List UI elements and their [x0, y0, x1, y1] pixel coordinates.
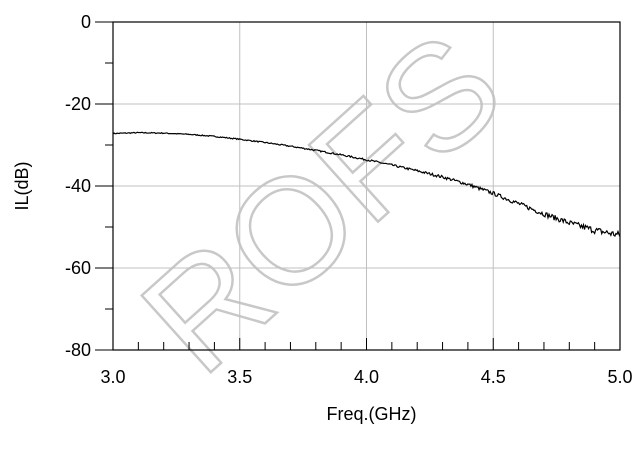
y-tick-label: -40 — [65, 176, 91, 196]
minor-ticks — [105, 62, 596, 350]
x-tick-label: 3.5 — [227, 367, 252, 387]
x-tick-label: 5.0 — [607, 367, 632, 387]
ticks: 3.0 3.5 4.0 4.5 5.0 0 -20 -40 -60 -80 — [65, 12, 633, 387]
y-tick-label: 0 — [81, 12, 91, 32]
grid — [113, 22, 620, 350]
series-line — [112, 131, 621, 237]
y-tick-label: -60 — [65, 258, 91, 278]
y-axis-label: IL(dB) — [12, 161, 32, 210]
x-tick-label: 4.5 — [481, 367, 506, 387]
y-tick-label: -80 — [65, 340, 91, 360]
x-tick-label: 4.0 — [354, 367, 379, 387]
watermark: ROFS — [111, 1, 533, 405]
x-tick-label: 3.0 — [100, 367, 125, 387]
y-tick-label: -20 — [65, 94, 91, 114]
x-axis-label: Freq.(GHz) — [327, 404, 417, 424]
